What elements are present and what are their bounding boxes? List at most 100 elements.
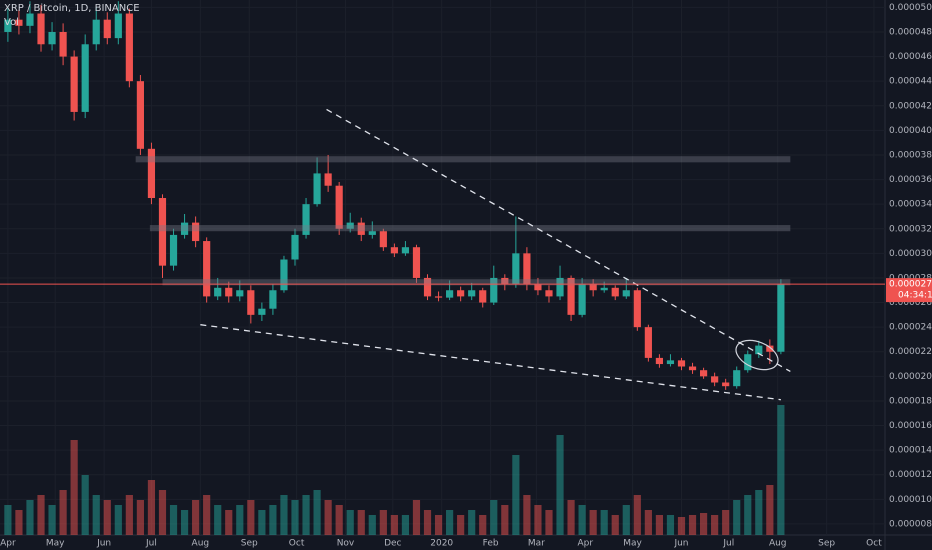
candle-body bbox=[81, 44, 89, 112]
candle-body bbox=[733, 370, 741, 387]
volume-bar bbox=[501, 505, 509, 535]
candle-body bbox=[324, 173, 332, 186]
drawings bbox=[0, 108, 885, 401]
volume-bar bbox=[434, 515, 443, 535]
volume-bar bbox=[523, 495, 531, 535]
candle-body bbox=[357, 222, 365, 235]
volume-bar bbox=[136, 500, 144, 535]
volume-bar bbox=[302, 495, 310, 535]
x-tick-label: Jun bbox=[673, 539, 688, 549]
candle-body bbox=[446, 290, 454, 298]
y-tick-label: 0.00003000 bbox=[889, 249, 932, 259]
volume-bar bbox=[335, 505, 343, 535]
volume-bar bbox=[401, 515, 410, 535]
candle-body bbox=[677, 360, 686, 367]
volume-bar bbox=[512, 455, 520, 535]
chart-title: XRP / Bitcoin, 1D, BINANCE bbox=[4, 3, 140, 14]
candle-body bbox=[346, 222, 354, 229]
candle-body bbox=[556, 277, 564, 297]
y-tick-label: 0.00003600 bbox=[889, 175, 932, 185]
volume-bar bbox=[48, 505, 56, 535]
y-tick-label: 0.00000800 bbox=[889, 519, 932, 529]
candle-body bbox=[214, 287, 222, 297]
volume-bar bbox=[37, 495, 45, 535]
x-tick-label: Aug bbox=[192, 539, 210, 549]
volume-bar bbox=[357, 510, 365, 535]
x-tick-label: 2020 bbox=[430, 539, 453, 549]
candle-body bbox=[545, 290, 553, 297]
volume-bar bbox=[258, 510, 266, 535]
volume-bar bbox=[534, 505, 542, 535]
y-tick-label: 0.00004600 bbox=[889, 52, 932, 62]
y-tick-label: 0.00001200 bbox=[889, 470, 932, 480]
volume-bar bbox=[379, 510, 387, 535]
y-tick-label: 0.00002400 bbox=[889, 323, 932, 333]
volume-bar bbox=[92, 495, 100, 535]
candle-body bbox=[390, 247, 398, 254]
x-tick-label: Apr bbox=[0, 539, 16, 549]
volume-bar bbox=[633, 495, 641, 535]
x-tick-label: Feb bbox=[483, 539, 499, 549]
candle-body bbox=[777, 284, 785, 352]
y-tick-label: 0.00004000 bbox=[889, 126, 932, 136]
candle-body bbox=[567, 277, 575, 315]
candle-body bbox=[125, 13, 133, 82]
volume-bar bbox=[81, 475, 89, 535]
volume-bar bbox=[114, 505, 122, 535]
candle-body bbox=[92, 19, 100, 45]
candle-body bbox=[258, 308, 266, 315]
volume-bar bbox=[192, 500, 200, 535]
volume-bar bbox=[313, 490, 321, 535]
volume-bar bbox=[446, 510, 454, 535]
candle-body bbox=[578, 284, 586, 315]
trendline bbox=[200, 324, 781, 401]
volume-bar bbox=[346, 510, 354, 535]
candle-body bbox=[744, 354, 752, 371]
candle-body bbox=[589, 284, 597, 291]
candle-body bbox=[501, 277, 509, 285]
x-tick-label: Sep bbox=[818, 539, 835, 549]
y-tick-label: 0.00005000 bbox=[889, 3, 932, 13]
y-tick-label: 0.00001800 bbox=[889, 396, 932, 406]
y-tick-label: 0.00003400 bbox=[889, 200, 932, 210]
y-tick-label: 0.00001400 bbox=[889, 446, 932, 456]
volume-bar bbox=[644, 510, 652, 535]
volume-bar bbox=[567, 500, 575, 535]
candle-body bbox=[711, 376, 719, 383]
y-tick-label: 0.00001600 bbox=[889, 421, 932, 431]
volume-bar bbox=[125, 495, 133, 535]
candle-body bbox=[15, 19, 23, 26]
candle-body bbox=[335, 185, 343, 229]
candle-body bbox=[755, 345, 763, 355]
last-price-box bbox=[886, 278, 932, 303]
volume-bar bbox=[677, 517, 686, 535]
volume-bar bbox=[490, 500, 498, 535]
volume-bar bbox=[70, 440, 78, 535]
volume-bar bbox=[247, 500, 255, 535]
candle-body bbox=[699, 370, 708, 377]
y-tick-label: 0.00004800 bbox=[889, 27, 932, 37]
candle-body bbox=[247, 290, 255, 315]
candle-body bbox=[512, 253, 520, 285]
candle-body bbox=[401, 247, 410, 254]
candle-body bbox=[180, 222, 189, 235]
volume-bar bbox=[589, 510, 597, 535]
x-tick-label: Nov bbox=[337, 539, 355, 549]
volume-bar bbox=[203, 495, 211, 535]
volume-bar bbox=[291, 500, 299, 535]
volume-bar bbox=[722, 510, 730, 535]
volume-bar bbox=[777, 405, 785, 535]
volume-bar bbox=[4, 505, 12, 535]
price-zone bbox=[162, 279, 791, 286]
candle-body bbox=[269, 290, 277, 309]
axes: 0.00005000 0.00004800 0.00004600 0.00004400… bbox=[0, 3, 932, 549]
candle-body bbox=[169, 234, 178, 266]
volume-bar bbox=[280, 495, 288, 535]
highlight-ellipse bbox=[735, 339, 779, 371]
volume-bar bbox=[468, 510, 476, 535]
candle-body bbox=[644, 327, 652, 358]
x-tick-label: May bbox=[46, 539, 65, 549]
volume-bar bbox=[744, 495, 752, 535]
